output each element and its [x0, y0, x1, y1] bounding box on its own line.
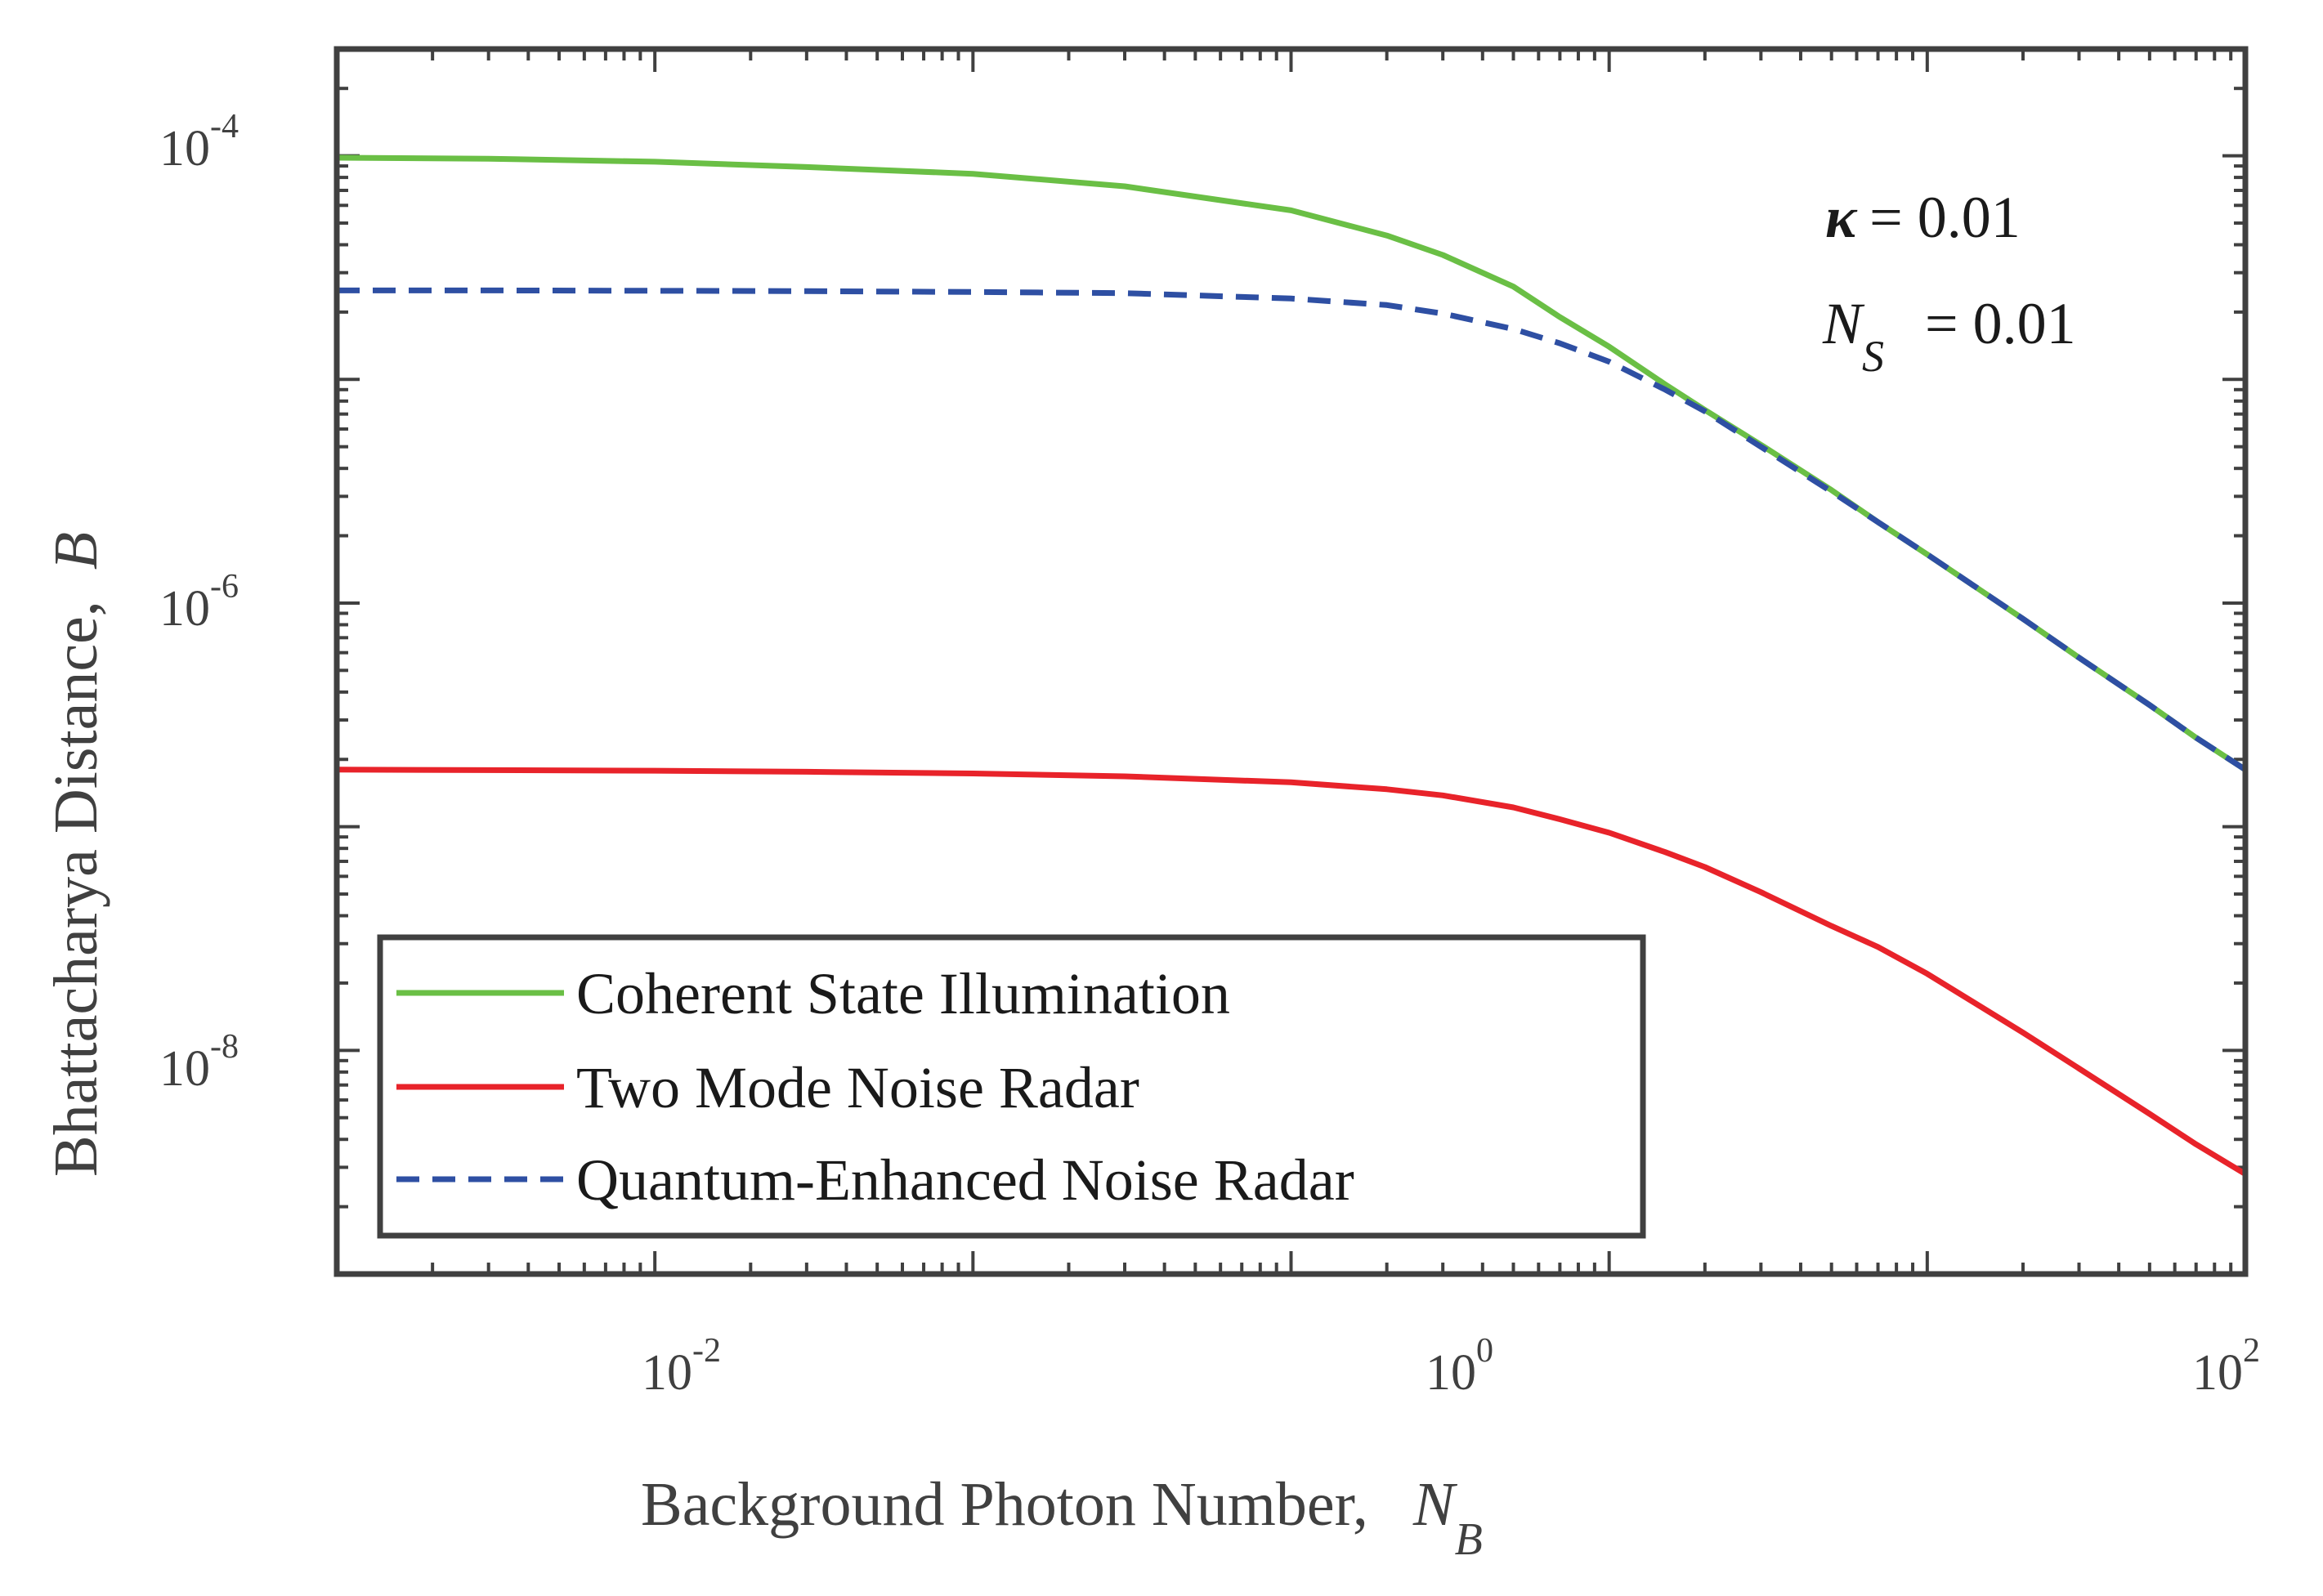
legend-label-two-mode: Two Mode Noise Radar — [576, 1055, 1139, 1120]
plot-frame — [333, 46, 2249, 1277]
x-tick-label-2: 102 — [2192, 1332, 2260, 1401]
x-tick-label-0: 10-2 — [642, 1332, 721, 1401]
legend: Coherent State Illumination Two Mode Noi… — [377, 934, 1646, 1239]
series-line-coherent-state-illumination — [336, 154, 2247, 772]
y-tick-label-1: 10-6 — [159, 568, 239, 637]
ns-annotation: NS = 0.01 — [1822, 291, 2076, 381]
legend-label-quantum-enhanced: Quantum-Enhanced Noise Radar — [576, 1147, 1354, 1213]
kappa-annotation: κ = 0.01 — [1825, 185, 2021, 250]
series-layer — [336, 154, 2247, 1177]
y-axis-title: Bhattacharya Distance,B — [42, 532, 110, 1177]
series-line-quantum-enhanced-noise-radar — [337, 287, 2247, 772]
legend-label-coherent: Coherent State Illumination — [576, 961, 1230, 1026]
legend-box — [377, 934, 1646, 1239]
y-tick-label-0: 10-4 — [159, 108, 239, 177]
x-axis-title: Background Photon Number, NB — [641, 1470, 1483, 1565]
series-line-two-mode-noise-radar — [336, 767, 2247, 1177]
y-tick-label-2: 10-8 — [159, 1028, 239, 1097]
x-tick-label-1: 100 — [1426, 1332, 1493, 1401]
